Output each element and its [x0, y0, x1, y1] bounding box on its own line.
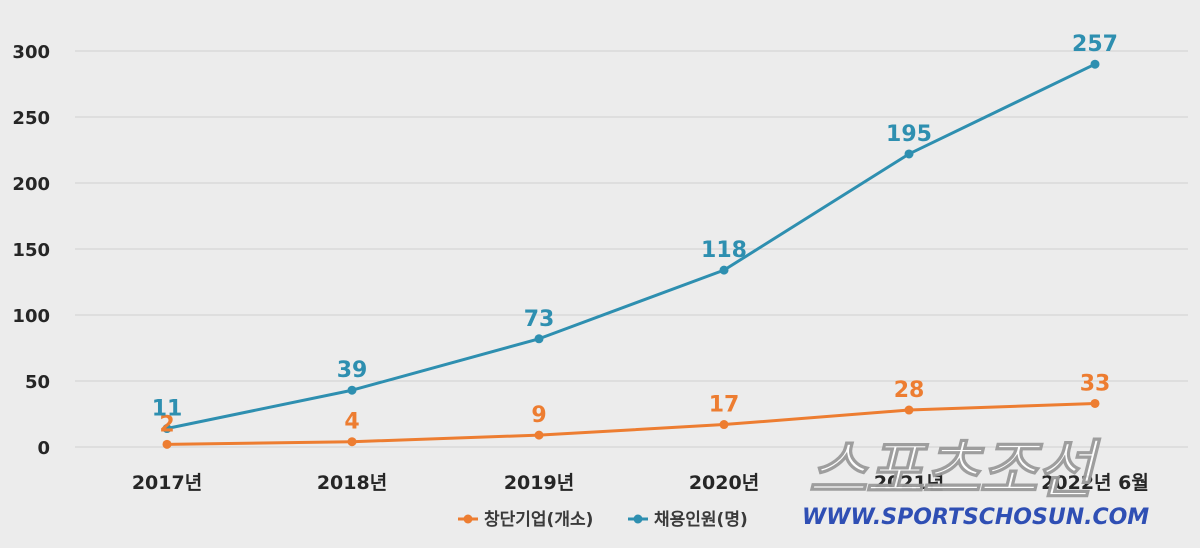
x-category-label: 2019년: [504, 472, 574, 494]
data-labels: 2 4 9 17 28 33 11 39 73 118 195 257: [152, 32, 1118, 437]
data-point: [347, 385, 357, 395]
x-category-label: 2022년 6월: [1041, 472, 1149, 494]
data-point: [534, 334, 544, 344]
x-category-label: 2021년: [874, 472, 944, 494]
data-point: [719, 265, 729, 275]
y-tick-label: 300: [12, 42, 50, 63]
legend-label: 채용인원(명): [654, 510, 748, 530]
watermark-logo: 스포츠조선: [808, 434, 1102, 508]
legend-swatch-marker: [463, 514, 473, 524]
legend: 창단기업(개소) 채용인원(명): [458, 510, 748, 530]
data-label: 118: [701, 238, 747, 263]
data-label: 11: [152, 397, 183, 422]
data-label: 28: [894, 378, 925, 403]
watermark-url: WWW.SPORTSCHOSUN.COM: [802, 505, 1149, 530]
data-point: [1090, 59, 1100, 69]
series-lines: [162, 59, 1100, 449]
data-label: 195: [886, 122, 932, 147]
series-line: [166, 62, 1096, 430]
legend-label: 창단기업(개소): [484, 510, 593, 530]
data-point: [162, 424, 172, 434]
data-point: [719, 420, 729, 430]
y-tick-label: 0: [37, 438, 50, 459]
x-category-label: 2018년: [317, 472, 387, 494]
data-point: [162, 439, 172, 449]
legend-swatch-marker: [633, 514, 643, 524]
data-point: [1090, 398, 1100, 408]
y-tick-label: 250: [12, 108, 50, 129]
data-point: [904, 405, 914, 415]
data-label: 2: [159, 412, 174, 437]
data-label: 39: [337, 358, 368, 383]
data-label: 17: [709, 393, 740, 418]
data-point: [904, 149, 914, 159]
x-category-label: 2017년: [132, 472, 202, 494]
grid-lines: [75, 50, 1188, 448]
y-tick-label: 200: [12, 174, 50, 195]
data-label: 73: [524, 307, 555, 332]
x-category-label: 2020년: [689, 472, 759, 494]
data-label: 9: [531, 403, 546, 428]
y-tick-label: 100: [12, 306, 50, 327]
watermark: 스포츠조선 WWW.SPORTSCHOSUN.COM: [802, 433, 1149, 530]
y-tick-label: 50: [25, 372, 50, 393]
data-point: [347, 437, 357, 447]
data-label: 257: [1072, 32, 1118, 57]
y-axis-ticks: 0 50 100 150 200 250 300: [12, 42, 50, 459]
series-line: [166, 401, 1096, 446]
data-label: 4: [344, 410, 359, 435]
x-axis-categories: 2017년 2018년 2019년 2020년 2021년 2022년 6월: [132, 472, 1149, 494]
y-tick-label: 150: [12, 240, 50, 261]
data-label: 33: [1080, 371, 1111, 396]
data-point: [534, 430, 544, 440]
